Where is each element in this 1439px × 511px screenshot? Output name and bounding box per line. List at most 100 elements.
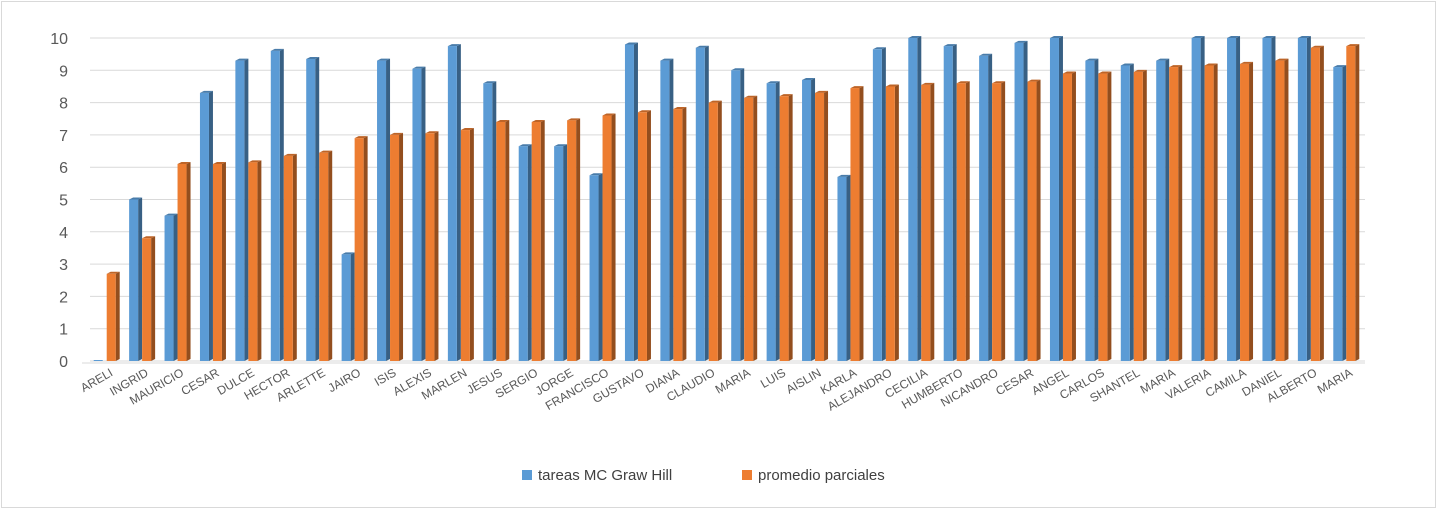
y-tick-label: 7	[59, 128, 68, 145]
bar-promedio	[602, 113, 616, 362]
bar-promedio	[142, 236, 156, 361]
bar-promedio	[1062, 71, 1076, 361]
bar-tareas	[624, 42, 638, 362]
bar-tareas	[341, 252, 355, 361]
bar-promedio	[1133, 69, 1147, 361]
bar-promedio	[496, 119, 510, 361]
legend-label: promedio parciales	[758, 467, 885, 484]
bar-promedio	[885, 84, 899, 361]
bar-promedio	[1275, 58, 1289, 362]
bar-promedio	[531, 119, 545, 361]
gridlines	[90, 37, 1365, 362]
y-tick-label: 5	[59, 193, 68, 210]
bar-tareas	[447, 44, 461, 361]
bar-promedio	[744, 95, 758, 361]
bar-tareas	[589, 173, 603, 361]
bar-tareas	[377, 58, 391, 362]
x-tick-label: JAIRO	[326, 365, 364, 395]
bar-promedio	[212, 161, 226, 361]
bar-promedio	[177, 161, 191, 361]
x-tick-label: LUIS	[758, 365, 788, 390]
bar-promedio	[248, 160, 262, 361]
y-tick-label: 6	[59, 160, 68, 177]
bar-promedio	[956, 81, 970, 361]
y-tick-label: 2	[59, 289, 68, 306]
y-tick-label: 8	[59, 96, 68, 113]
x-tick-label: AISLIN	[784, 365, 824, 396]
y-tick-label: 9	[59, 63, 68, 80]
bar-tareas	[129, 197, 143, 361]
x-tick-label: CESAR	[993, 365, 1036, 398]
legend-swatch	[522, 470, 532, 480]
legend-item: promedio parciales	[742, 467, 885, 484]
bar-tareas	[837, 174, 851, 361]
bar-tareas	[731, 68, 745, 362]
bar-tareas	[1085, 58, 1099, 362]
x-tick-label: MARIA	[713, 365, 753, 396]
bar-tareas	[766, 81, 780, 361]
bar-tareas	[908, 36, 922, 361]
bar-tareas	[979, 53, 993, 361]
bar-tareas	[306, 56, 320, 362]
bar-promedio	[1240, 61, 1254, 362]
x-tick-label: CAMILA	[1203, 365, 1249, 399]
bar-promedio	[779, 94, 793, 361]
bar-promedio	[567, 118, 581, 362]
bar-tareas	[270, 48, 284, 362]
bar-tareas	[1049, 36, 1063, 361]
bar-tareas	[1014, 40, 1028, 361]
bar-promedio	[319, 150, 333, 361]
bar-tareas	[1120, 63, 1134, 361]
bar-promedio	[815, 90, 829, 361]
bar-tareas	[412, 66, 426, 361]
bar-promedio	[1204, 63, 1218, 361]
bar-promedio	[637, 110, 651, 361]
bar-promedio	[106, 271, 120, 361]
legend-label: tareas MC Graw Hill	[538, 467, 672, 484]
bar-tareas	[802, 77, 816, 362]
category-labels: ARELIINGRIDMAURICIOCESARDULCEHECTORARLET…	[78, 365, 1355, 413]
bar-promedio	[1346, 44, 1360, 361]
y-tick-label: 0	[59, 354, 68, 371]
bar-tareas	[235, 58, 249, 362]
bar-promedio	[1310, 45, 1324, 361]
bar-tareas	[1297, 36, 1311, 361]
bar-promedio	[992, 81, 1006, 361]
bar-tareas	[164, 213, 178, 361]
y-tick-label: 1	[59, 322, 68, 339]
bar-promedio	[1169, 65, 1183, 361]
bar-tareas	[1333, 65, 1347, 361]
bar-promedio	[283, 153, 297, 361]
bar-tareas	[695, 45, 709, 361]
legend: tareas MC Graw Hill promedio parciales	[522, 467, 885, 484]
bar-promedio	[425, 131, 439, 361]
y-tick-label: 3	[59, 257, 68, 274]
bar-tareas	[1227, 36, 1241, 361]
bar-tareas	[483, 81, 497, 361]
bar-promedio	[673, 107, 687, 361]
bar-tareas	[1191, 36, 1205, 361]
bar-tareas	[1156, 58, 1170, 362]
bar-tareas	[943, 44, 957, 361]
bar-tareas	[518, 144, 532, 361]
bar-tareas	[660, 58, 674, 362]
bar-promedio	[460, 128, 474, 361]
bar-promedio	[708, 100, 722, 361]
bar-promedio	[1098, 71, 1112, 361]
bar-promedio	[1027, 79, 1041, 361]
bar-tareas	[93, 360, 103, 361]
bar-tareas	[1262, 36, 1276, 361]
bar-promedio	[354, 136, 368, 361]
bar-tareas	[872, 47, 886, 362]
bar-promedio	[850, 86, 864, 361]
bar-promedio	[921, 82, 935, 362]
y-tick-label: 10	[50, 31, 68, 48]
bars	[93, 36, 1360, 362]
x-tick-label: CESAR	[179, 365, 222, 398]
bar-tareas	[554, 144, 568, 361]
x-tick-label: MARIA	[1315, 365, 1355, 396]
bar-tareas	[199, 90, 213, 361]
legend-item: tareas MC Graw Hill	[522, 467, 672, 484]
